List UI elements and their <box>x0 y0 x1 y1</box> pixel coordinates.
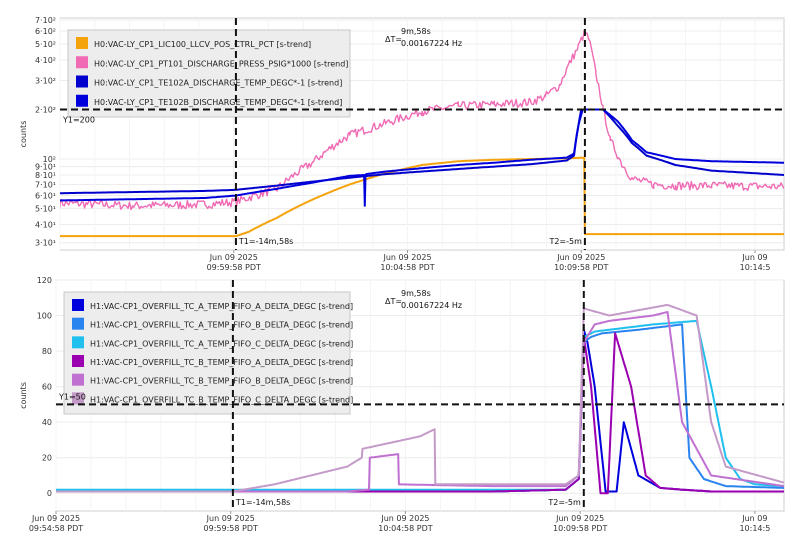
legend-entry[interactable]: H0:VAC-LY_CP1_TE102A_DISCHARGE_TEMP_DEGC… <box>94 79 342 88</box>
y-tick-label: 5·10¹ <box>35 205 56 214</box>
legend-entry[interactable]: H1:VAC-CP1_OVERFILL_TC_B_TEMP_FIFO_B_DEL… <box>90 377 353 386</box>
legend-entry[interactable]: H1:VAC-CP1_OVERFILL_TC_A_TEMP_FIFO_B_DEL… <box>90 321 353 330</box>
x-tick-label: Jun 09 2025 <box>380 514 429 523</box>
cursor-t2-label: T2=-5m <box>547 498 581 507</box>
legend-swatch <box>76 56 88 69</box>
series-group <box>56 303 784 495</box>
legend-swatch <box>76 37 88 49</box>
y-tick-label: 7·10¹ <box>35 181 56 190</box>
y-tick-label: 4·10² <box>35 56 56 65</box>
y-tick-label: 3·10² <box>35 77 56 86</box>
x-tick-label: Jun 09 <box>741 253 767 262</box>
legend: H0:VAC-LY_CP1_LIC100_LLCV_POS_CTRL_PCT [… <box>67 29 351 118</box>
y-tick-label: 7·10² <box>35 16 56 25</box>
x-tick-label: 09:59:58 PDT <box>204 524 258 533</box>
legend-swatch <box>76 94 88 107</box>
legend-swatch <box>72 299 84 311</box>
delta-time: 9m,58s <box>401 289 431 298</box>
legend: H1:VAC-CP1_OVERFILL_TC_A_TEMP_FIFO_A_DEL… <box>63 291 353 415</box>
legend-box <box>63 291 351 415</box>
legend-entry[interactable]: H1:VAC-CP1_OVERFILL_TC_A_TEMP_FIFO_A_DEL… <box>90 302 353 311</box>
y-tick-label: 6·10¹ <box>35 192 56 201</box>
x-tick-label: Jun 09 2025 <box>555 514 604 523</box>
cursors: T1=-14m,58s T2=-5m ΔT=9m,58s 0.00167224 Hz Y… <box>56 280 784 511</box>
cursor-t1-label: T1=-14m,58s <box>238 237 293 246</box>
cursor-t2-label: T2=-5m <box>548 237 582 246</box>
y-tick-label: 100 <box>37 312 52 321</box>
x-tick-label: 10:04:58 PDT <box>378 524 432 533</box>
legend-swatch <box>72 392 84 405</box>
x-tick-label: 10:04:58 PDT <box>380 263 434 272</box>
x-tick-label: Jun 09 2025 <box>31 514 80 523</box>
y-tick-label: 20 <box>42 454 52 463</box>
y-tick-label: 120 <box>37 276 52 285</box>
y-tick-label: 5·10² <box>35 40 56 49</box>
x-tick-label: Jun 09 2025 <box>206 514 255 523</box>
legend-swatch <box>72 373 84 386</box>
y-tick-label: 10² <box>43 155 56 164</box>
legend-entry[interactable]: H1:VAC-CP1_OVERFILL_TC_B_TEMP_FIFO_A_DEL… <box>90 358 353 367</box>
legend-entry[interactable]: H1:VAC-CP1_OVERFILL_TC_B_TEMP_FIFO_C_DEL… <box>90 395 353 404</box>
cursor-y1-label: Y1=50 <box>58 392 86 401</box>
delta-frequency: 0.00167224 Hz <box>401 39 462 48</box>
x-tick-label: 09:59:58 PDT <box>207 263 261 272</box>
cursor-t1-label: T1=-14m,58s <box>235 498 290 507</box>
series-line-3[interactable] <box>60 108 784 195</box>
y-tick-label: 40 <box>42 418 52 427</box>
legend-swatch <box>72 336 84 349</box>
legend-entry[interactable]: H0:VAC-LY_CP1_PT101_DISCHARGE_PRESS_PSIG… <box>94 59 348 68</box>
y-tick-label: 80 <box>42 347 52 356</box>
series-line-6[interactable] <box>56 303 784 493</box>
legend-swatch <box>72 355 84 367</box>
series-line-4[interactable] <box>60 108 784 207</box>
legend-entry[interactable]: H0:VAC-LY_CP1_LIC100_LLCV_POS_CTRL_PCT [… <box>94 40 311 49</box>
y-tick-label: 8·10¹ <box>35 171 56 180</box>
delta-frequency: 0.00167224 Hz <box>401 301 462 310</box>
y-tick-label: 0 <box>47 489 52 498</box>
y-tick-label: 60 <box>42 383 52 392</box>
cursors: T1=-14m,58s T2=-5m ΔT=9m,58s 0.00167224 Hz Y… <box>60 18 784 250</box>
series-line-3[interactable] <box>56 319 784 491</box>
delta-symbol: ΔT= <box>385 297 402 306</box>
legend-entry[interactable]: H0:VAC-LY_CP1_TE102B_DISCHARGE_TEMP_DEGC… <box>94 98 342 107</box>
y-tick-label: 4·10¹ <box>35 221 56 230</box>
x-tick-label: 09:54:58 PDT <box>29 524 83 533</box>
series-line-1[interactable] <box>60 156 784 238</box>
y-tick-label: 2·10² <box>35 106 56 115</box>
x-tick-label: Jun 09 2025 <box>382 253 431 262</box>
x-tick-label: 10:14:5 <box>740 263 771 272</box>
x-tick-label: Jun 09 2025 <box>556 253 605 262</box>
legend-entry[interactable]: H1:VAC-CP1_OVERFILL_TC_A_TEMP_FIFO_C_DEL… <box>90 339 353 348</box>
x-tick-label: 10:14:5 <box>739 524 770 533</box>
y-tick-label: 3·10¹ <box>35 239 56 248</box>
delta-symbol: ΔT= <box>385 35 402 44</box>
y-tick-label: 9·10¹ <box>35 163 56 172</box>
cursor-y1-label: Y1=200 <box>62 116 95 125</box>
legend-swatch <box>72 317 84 330</box>
legend-swatch <box>76 75 88 88</box>
y-axis-label: counts <box>19 121 28 148</box>
x-tick-label: Jun 09 2025 <box>209 253 258 262</box>
x-tick-label: 10:09:58 PDT <box>553 524 607 533</box>
legend-box <box>67 29 351 118</box>
x-tick-label: 10:09:58 PDT <box>554 263 608 272</box>
y-tick-label: 6·10² <box>35 27 56 36</box>
delta-time: 9m,58s <box>401 27 431 36</box>
y-axis-label: counts <box>19 382 28 409</box>
x-tick-label: Jun 09 <box>741 514 767 523</box>
